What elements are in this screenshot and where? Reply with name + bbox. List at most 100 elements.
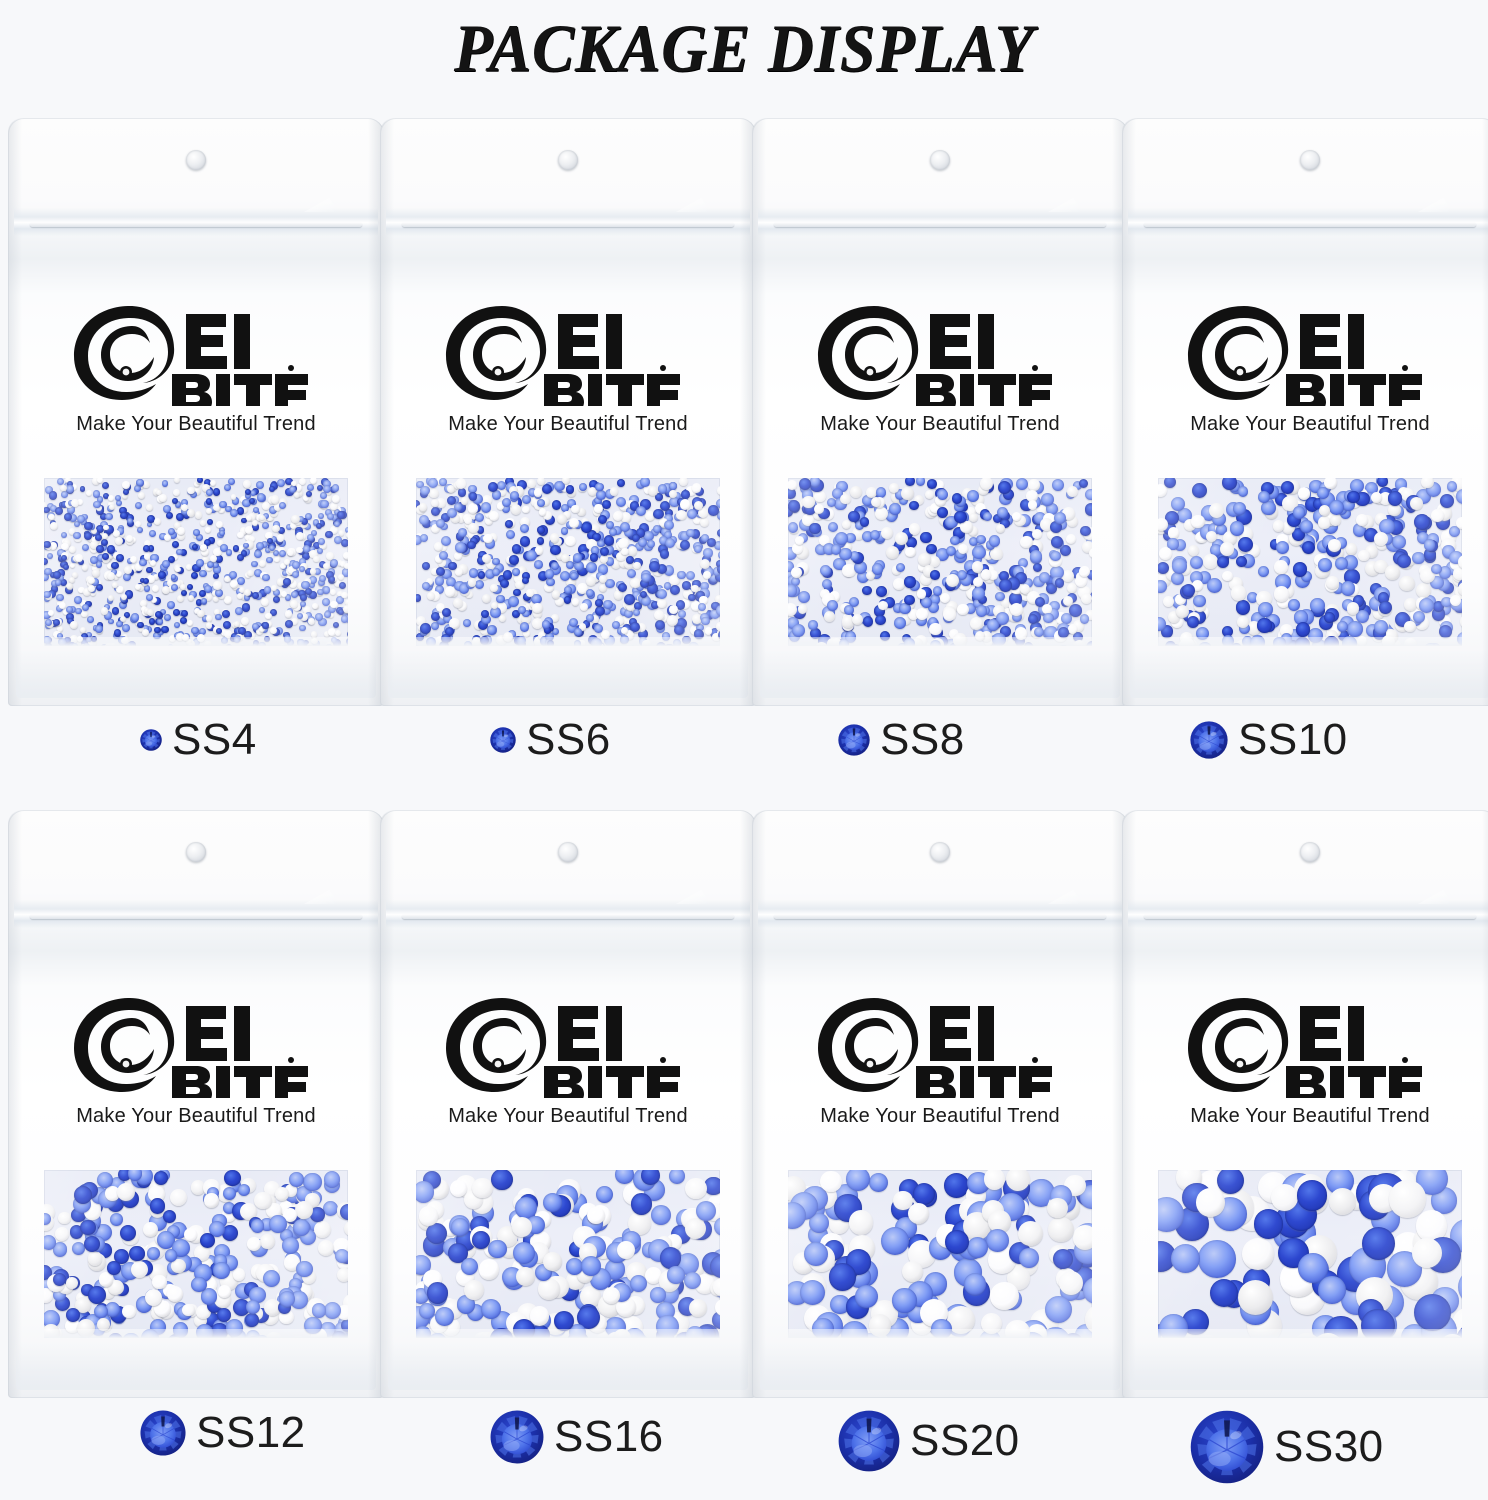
rhinestone [1216,523,1228,535]
rhinestone [465,590,474,599]
rhinestone [229,508,238,517]
rhinestone [249,1286,266,1303]
rhinestone [551,590,561,599]
rhinestone [673,492,681,501]
rhinestone [901,528,913,540]
rhinestone [700,517,710,527]
package-pouch-ss4[interactable]: Make Your Beautiful Trend [8,118,384,706]
rhinestone [199,1232,216,1249]
rhinestone [850,551,860,561]
rhinestone [703,548,713,558]
rhinestone [245,526,253,534]
rhinestone [44,506,50,514]
rhinestone [1179,638,1195,646]
rhinestone [304,587,312,596]
rhinestone [172,608,180,616]
rhinestone [1457,555,1462,570]
rhinestone [94,534,102,542]
rhinestone [568,554,576,563]
rhinestone [453,503,462,512]
rhinestone [70,621,78,629]
package-pouch-ss10[interactable]: Make Your Beautiful Trend [1122,118,1488,706]
rhinestone [129,555,138,564]
package-pouch-ss16[interactable]: Make Your Beautiful Trend [380,810,756,1398]
transparent-window-ss30 [1158,1170,1462,1338]
rhinestone [871,497,882,507]
rhinestone [517,480,528,491]
rhinestone [266,538,273,545]
rhinestone [965,506,976,518]
rhinestone [451,1217,470,1236]
rhinestone [566,1257,584,1275]
rhinestone [930,640,941,646]
rhinestone [1174,593,1187,606]
rhinestone [835,531,849,545]
package-pouch-ss6[interactable]: Make Your Beautiful Trend [380,118,756,706]
rhinestone [98,1272,114,1287]
rhinestone [485,568,496,579]
rhinestone [682,581,691,590]
rhinestone [225,549,233,557]
rhinestone [932,586,942,596]
rhinestone [1391,535,1406,550]
rhinestone [603,599,613,610]
pouch-bottom-gusset [1130,650,1488,698]
rhinestone [51,585,59,593]
rhinestone [320,499,329,508]
rhinestone [521,571,531,581]
rhinestone [629,622,641,633]
rhinestone [894,616,906,629]
rhinestone [106,572,116,581]
rhinestone [49,504,57,512]
rhinestone [699,595,708,604]
rhinestone [523,593,531,602]
rhinestone [1328,539,1341,552]
package-pouch-ss12[interactable]: Make Your Beautiful Trend [8,810,384,1398]
package-pouch-ss30[interactable]: Make Your Beautiful Trend [1122,810,1488,1398]
rhinestone [578,544,590,555]
rhinestone [1324,478,1338,489]
rhinestone [631,585,642,596]
brand-tagline: Make Your Beautiful Trend [448,413,688,435]
rhinestone [1063,595,1074,606]
rhinestone [102,492,110,499]
oei-bite-swirl-logo-icon [440,300,696,406]
rhinestone [581,521,592,533]
rhinestone [1034,597,1046,608]
package-row-2: Make Your Beautiful Trend Make Your Beau… [0,810,1488,1400]
rhinestone [133,484,142,493]
rhinestone [1067,624,1078,634]
rhinestone [344,527,348,534]
rhinestone [330,637,337,644]
rhinestone [323,494,333,503]
rhinestone [145,625,153,633]
package-pouch-ss8[interactable]: Make Your Beautiful Trend [752,118,1128,706]
rhinestone [976,534,986,545]
rhinestone [338,581,347,590]
rhinestone [788,547,798,561]
rhinestone [309,568,317,575]
rhinestone [577,1305,600,1329]
rhinestone [213,573,220,580]
rhinestone [1373,619,1388,634]
rhinestone [1196,1188,1225,1217]
rhinestone [1296,1179,1328,1211]
rhinestone [94,625,103,634]
rhinestone [550,561,559,570]
rhinestone [1324,611,1336,623]
rhinestone [659,500,670,511]
rhinestone [418,1206,439,1226]
rhinestone [106,597,114,605]
rhinestone [655,619,666,630]
rhinestone [820,1170,842,1193]
rhinestone [939,592,950,603]
rhinestone [336,595,345,604]
package-pouch-ss20[interactable]: Make Your Beautiful Trend [752,810,1128,1398]
rhinestone [245,540,254,549]
rhinestone [105,512,114,521]
rhinestone [109,642,117,646]
rhinestone [245,489,252,496]
rhinestone [237,592,244,599]
rhinestone [587,486,597,496]
rhinestone [848,1210,874,1235]
